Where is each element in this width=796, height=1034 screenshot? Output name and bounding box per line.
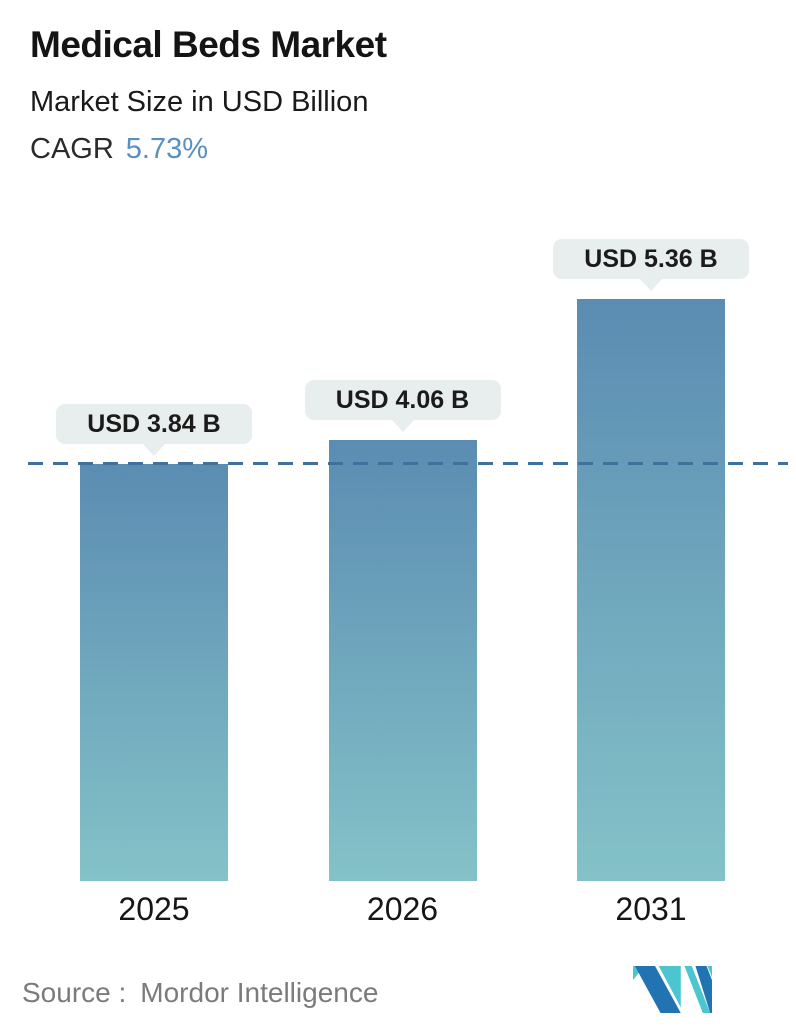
value-label-bubble-2031: USD 5.36 B	[553, 239, 749, 279]
bar-2031	[577, 299, 725, 881]
bar-2025	[80, 464, 228, 881]
axis-label-2026: 2026	[366, 891, 439, 927]
mordor-intelligence-logo	[633, 966, 712, 1013]
source-name: Mordor Intelligence	[140, 977, 379, 1008]
cagr-row: CAGR 5.73%	[30, 133, 208, 166]
value-label-bubble-2025: USD 3.84 B	[56, 404, 252, 444]
axis-label-2025: 2025	[118, 891, 190, 927]
source-label: Source :	[22, 977, 127, 1008]
axis-label-2031: 2031	[615, 891, 687, 927]
source-row: Source : Mordor Intelligence	[22, 977, 378, 1009]
reference-dashed-line	[28, 462, 788, 465]
cagr-label: CAGR	[30, 133, 114, 165]
bar-2026	[328, 440, 477, 881]
page-subtitle: Market Size in USD Billion	[30, 86, 369, 118]
value-label-bubble-2026: USD 4.06 B	[304, 380, 501, 420]
cagr-value: 5.73%	[125, 133, 209, 165]
page-title: Medical Beds Market	[30, 24, 387, 65]
